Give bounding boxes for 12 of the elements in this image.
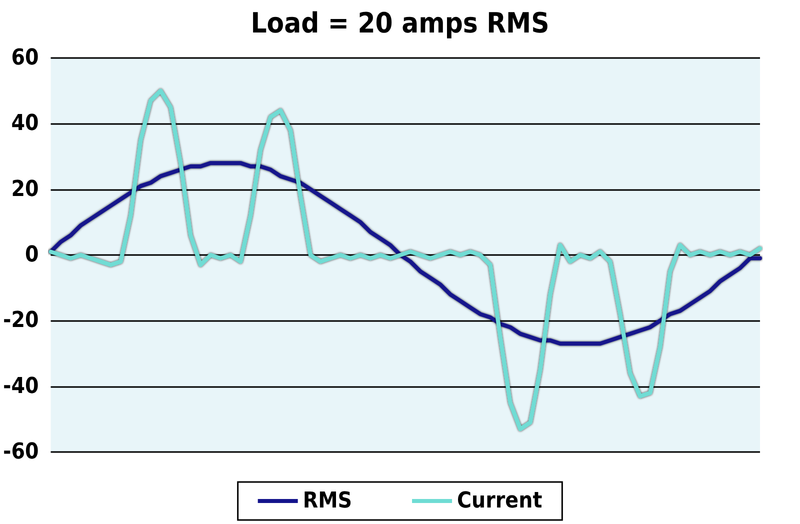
legend-label: Current (457, 488, 543, 514)
y-tick-label: -40 (2, 374, 39, 399)
y-tick-label: 40 (11, 111, 39, 136)
line-series (48, 88, 762, 432)
legend-label: RMS (302, 488, 352, 514)
y-tick-label: -60 (2, 440, 39, 464)
y-tick-label: 60 (11, 46, 39, 70)
chart-title: Load = 20 amps RMS (250, 6, 550, 40)
y-tick-label: 20 (11, 176, 39, 202)
line-series (48, 161, 762, 346)
y-tick-label: 0 (24, 242, 39, 268)
y-tick-label: -20 (2, 308, 39, 334)
